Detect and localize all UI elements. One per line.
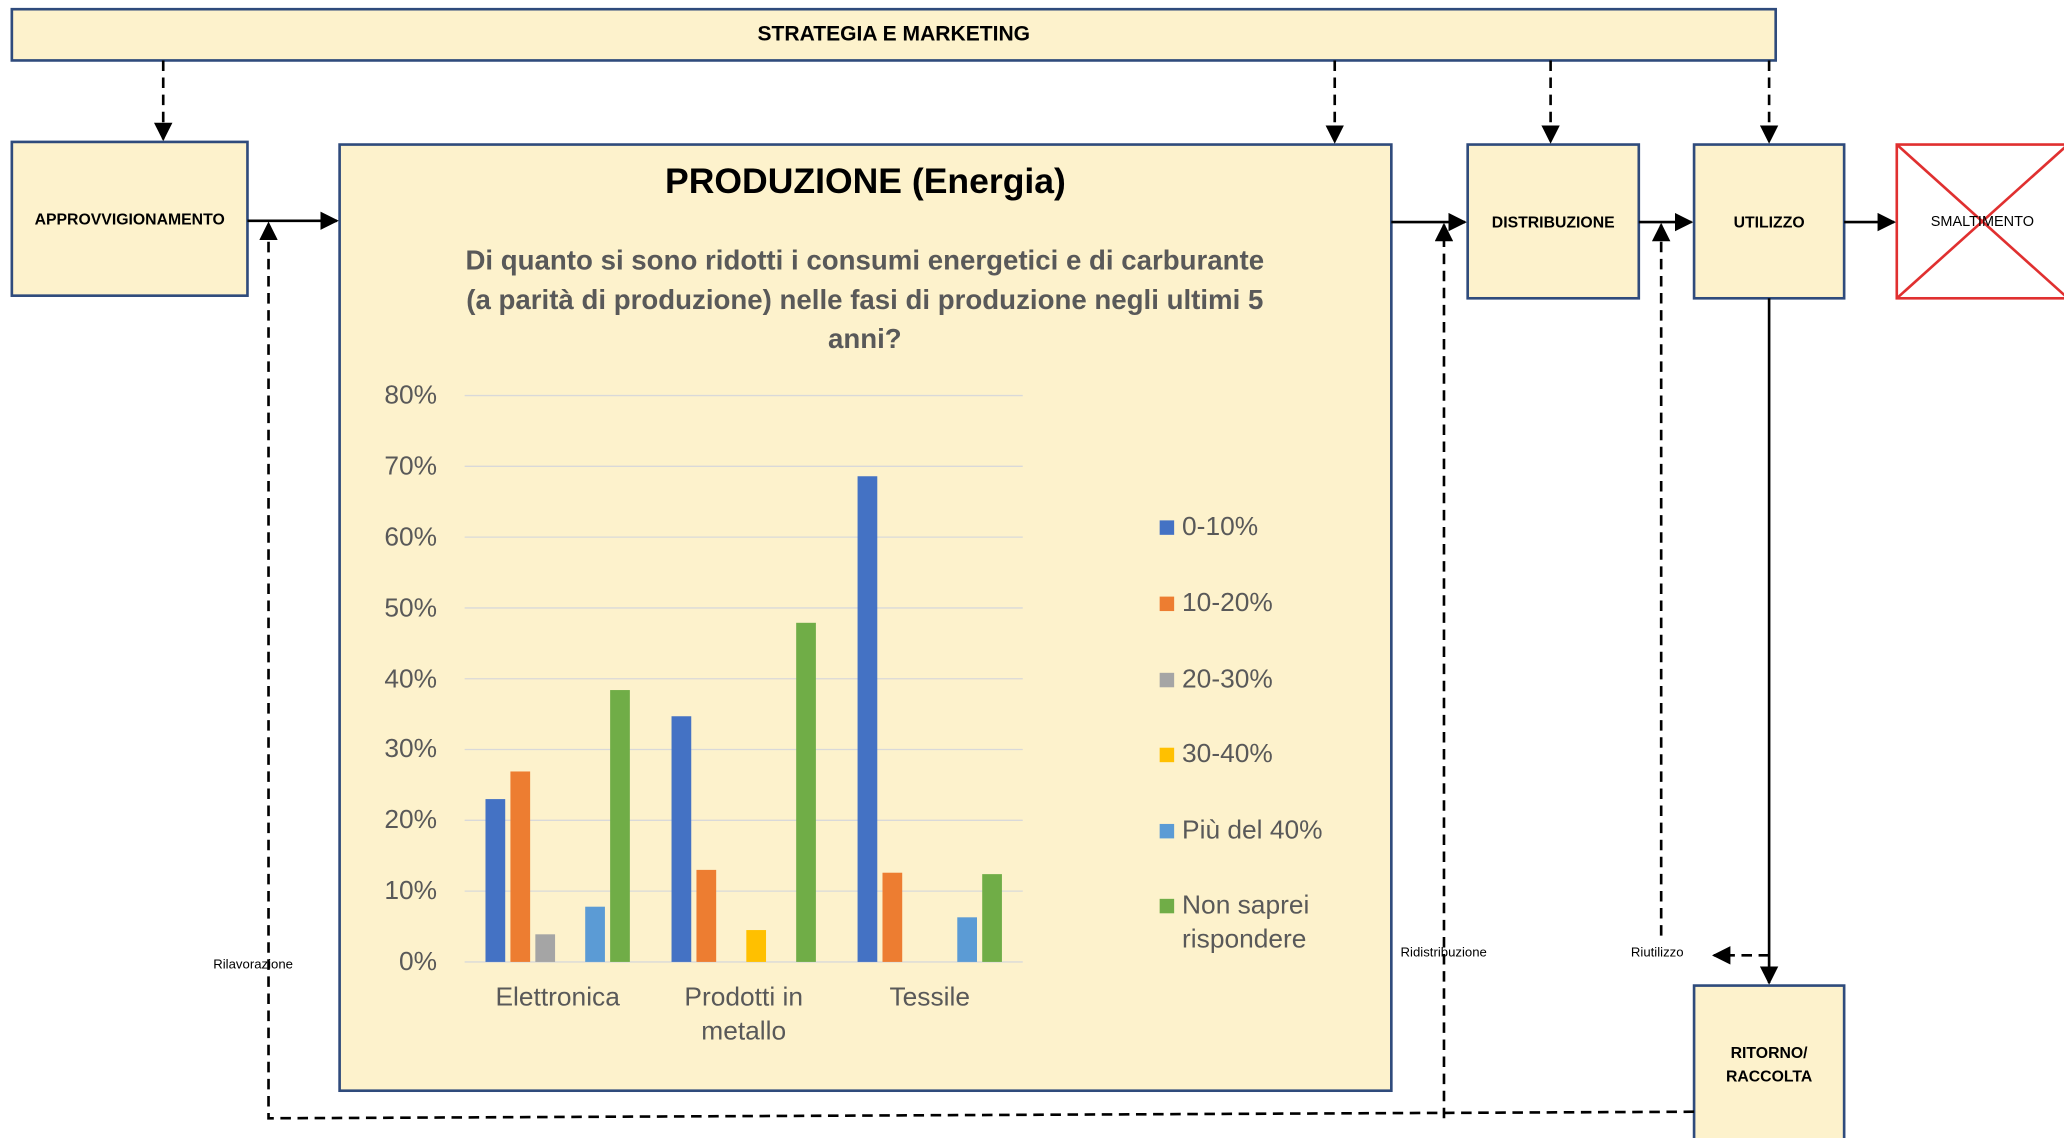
node-label: SMALTIMENTO: [1930, 213, 2034, 230]
legend-label: 30-40%: [1182, 739, 1273, 769]
legend-swatch: [1159, 672, 1175, 688]
flow-label: Riutilizzo: [1630, 946, 1684, 961]
x-tick-label: Prodotti in metallo: [684, 982, 803, 1047]
x-tick-label: Tessile: [889, 982, 970, 1012]
y-tick-label: 10%: [384, 876, 438, 906]
bar: [746, 930, 767, 962]
legend-swatch: [1159, 747, 1175, 763]
y-tick-label: 30%: [384, 735, 438, 764]
bar: [982, 874, 1002, 962]
arrow: [259, 221, 1695, 1120]
legend-swatch: [1159, 823, 1175, 839]
strategy-box: [10, 7, 1778, 62]
legend-label: Non saprei rispondere: [1182, 890, 1310, 955]
node-label: APPROVVIGIONAMENTO: [34, 209, 225, 228]
bar: [585, 906, 605, 962]
flow-label: Rilavorazione: [213, 957, 294, 973]
legend-item: Non saprei rispondere: [1159, 888, 1353, 956]
legend-swatch: [1159, 596, 1175, 612]
bar: [882, 872, 903, 962]
bar: [671, 716, 692, 962]
node-box: [10, 140, 249, 297]
cross: [1895, 146, 2064, 300]
y-tick-label: 70%: [384, 451, 438, 481]
bar: [485, 799, 506, 962]
flow-label: Ridistribuzione: [1400, 946, 1487, 961]
node-label: UTILIZZO: [1733, 212, 1805, 231]
legend-item: Più del 40%: [1159, 813, 1353, 847]
y-tick-label: 20%: [384, 805, 438, 835]
bar: [510, 771, 531, 962]
x-tick-label: Elettronica: [495, 982, 620, 1012]
legend-label: 0-10%: [1182, 512, 1259, 542]
node-label: PRODUZIONE (Energia): [665, 160, 1066, 201]
node-label: DISTRIBUZIONE: [1491, 212, 1615, 231]
bar: [957, 917, 977, 962]
bar: [610, 690, 630, 962]
legend-label: Più del 40%: [1182, 816, 1323, 845]
bar: [796, 622, 816, 962]
legend-swatch: [1159, 898, 1175, 914]
y-tick-label: 80%: [384, 381, 438, 410]
bar: [857, 476, 878, 962]
node-label: RITORNO/ RACCOLTA: [1725, 1043, 1813, 1086]
node-box: [1692, 984, 1846, 1138]
legend-item: 0-10%: [1159, 510, 1353, 544]
legend-label: 10-20%: [1182, 588, 1273, 618]
legend-item: 10-20%: [1159, 586, 1353, 620]
chart-title: Di quanto si sono ridotti i consumi ener…: [465, 245, 1265, 355]
y-tick-label: 50%: [384, 593, 438, 623]
y-tick-label: 0%: [398, 947, 438, 977]
legend-item: 30-40%: [1159, 737, 1353, 771]
strategy-label: STRATEGIA E MARKETING: [757, 22, 1031, 46]
legend-label: 20-30%: [1182, 664, 1273, 694]
bar: [696, 869, 717, 962]
plot: [464, 394, 1023, 963]
legend-item: 20-30%: [1159, 662, 1353, 696]
y-tick-label: 40%: [384, 664, 438, 694]
bar: [535, 934, 556, 962]
legend-swatch: [1159, 520, 1175, 535]
y-tick-label: 60%: [384, 522, 438, 552]
